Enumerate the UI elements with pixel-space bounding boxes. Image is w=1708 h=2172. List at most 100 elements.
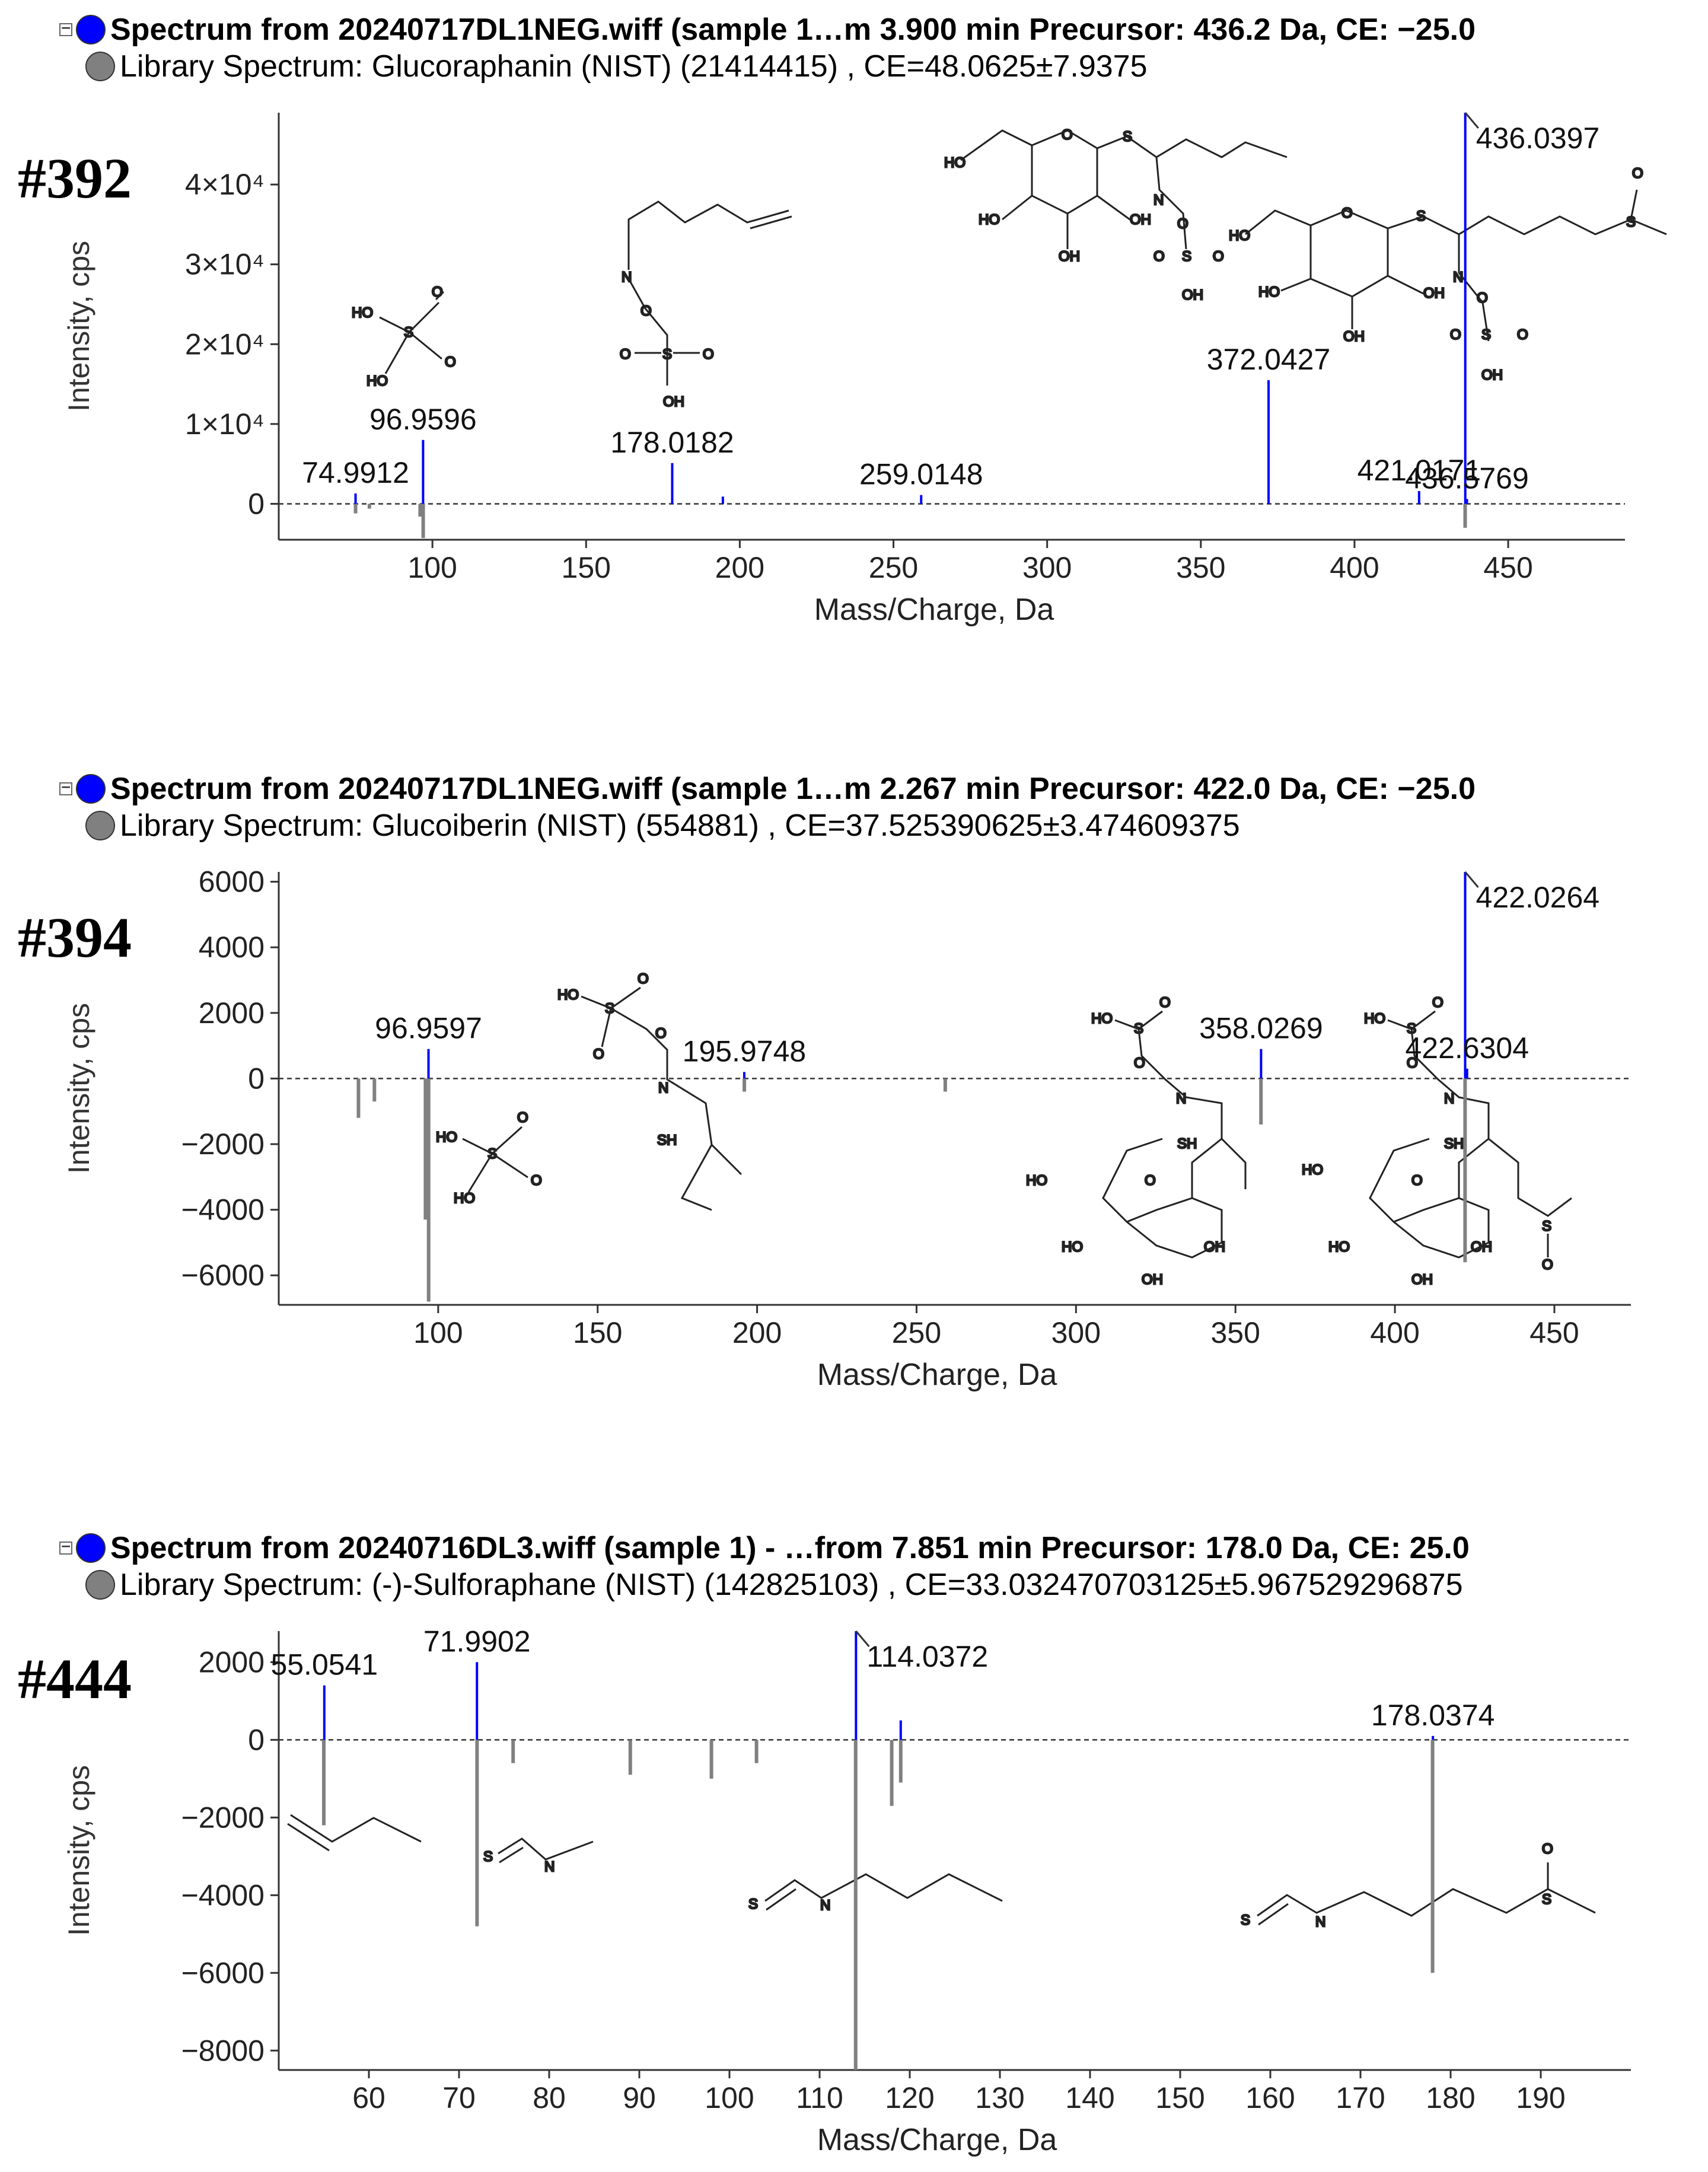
chem-label: N: [1453, 269, 1463, 285]
structure-butenyl-sulfate: N O O S O OH: [619, 200, 792, 411]
chem-label: O: [1411, 1173, 1423, 1189]
y-tick-label: 4×10⁴: [185, 168, 265, 201]
chem-label: OH: [1059, 249, 1080, 265]
peak-label: 96.9597: [375, 1012, 482, 1045]
chem-label: S: [605, 1001, 614, 1017]
chem-label: OH: [1130, 212, 1151, 228]
x-tick-label: 150: [573, 1316, 622, 1349]
x-tick-label: 250: [892, 1316, 941, 1349]
chem-label: O: [593, 1046, 604, 1062]
library-header-text: Library Spectrum: Glucoraphanin (NIST) (…: [120, 49, 1148, 84]
chem-label: S: [1134, 1021, 1143, 1037]
chem-label: S: [1626, 214, 1636, 230]
library-marker-icon: [85, 811, 115, 840]
x-tick-label: 140: [1065, 2081, 1114, 2114]
peak-label: 436.5769: [1405, 461, 1529, 495]
x-tick-label: 350: [1210, 1316, 1260, 1349]
y-tick-label: −4000: [181, 1193, 265, 1227]
peak-label: 178.0374: [1371, 1699, 1495, 1732]
structure-glucosinolate-a: HO O S N O HO OH OH O S O OH: [944, 126, 1288, 304]
structure-sulfate: HO S O O HO: [351, 284, 457, 390]
chem-label: HO: [1302, 1162, 1323, 1178]
chem-label: O: [1177, 216, 1188, 232]
chem-label: S: [483, 1849, 493, 1865]
chem-label: S: [1416, 208, 1426, 224]
chem-label: SH: [1177, 1136, 1197, 1152]
chem-label: O: [531, 1173, 542, 1189]
x-tick-label: 70: [442, 2081, 476, 2114]
chem-label: S: [1481, 327, 1491, 343]
chem-label: N: [1444, 1091, 1454, 1107]
panel-392: − Spectrum from 20240717DL1NEG.wiff (sam…: [0, 0, 1708, 627]
y-tick-label: −8000: [181, 2034, 265, 2067]
peak-label: 96.9596: [369, 403, 477, 436]
chem-label: S: [1182, 249, 1191, 265]
x-tick-label: 90: [623, 2081, 656, 2114]
chem-label: S: [1241, 1912, 1250, 1928]
library-header-text: Library Spectrum: (-)-Sulforaphane (NIST…: [120, 1568, 1463, 1602]
chem-label: N: [658, 1080, 668, 1096]
x-tick-label: 300: [1022, 551, 1072, 584]
peak-label: 178.0182: [610, 426, 734, 459]
x-tick-label: 130: [975, 2081, 1024, 2114]
collapse-toggle-icon[interactable]: −: [59, 780, 72, 795]
experimental-header: − Spectrum from 20240717DL1NEG.wiff (sam…: [59, 12, 1476, 47]
chem-label: OH: [1411, 1272, 1433, 1288]
y-tick-label: 3×10⁴: [185, 248, 265, 281]
peak-label: 372.0427: [1207, 343, 1331, 376]
panel-444: − Spectrum from 20240716DL3.wiff (sample…: [0, 1518, 1708, 2157]
structure-butene: [287, 1814, 422, 1852]
y-tick-label: 4000: [199, 931, 265, 964]
chem-label: O: [1341, 205, 1353, 221]
chem-label: O: [1542, 1841, 1553, 1857]
chem-label: HO: [367, 373, 388, 389]
experimental-header: − Spectrum from 20240717DL1NEG.wiff (sam…: [59, 771, 1476, 807]
precursor-marker: [1464, 871, 1479, 888]
chem-label: OH: [1343, 329, 1365, 345]
chem-label: N: [1315, 1914, 1325, 1930]
chem-label: O: [1517, 327, 1528, 343]
chem-label: O: [432, 284, 443, 300]
chem-label: N: [544, 1859, 555, 1875]
y-tick-label: 0: [248, 1062, 265, 1095]
chem-label: O: [1632, 165, 1643, 181]
peak-label: 259.0148: [859, 458, 983, 491]
chem-label: SH: [1444, 1136, 1464, 1152]
y-tick-label: −6000: [181, 1259, 265, 1292]
y-tick-label: 0: [248, 1723, 265, 1756]
chem-label: N: [1153, 192, 1164, 208]
chem-label: HO: [1091, 1011, 1113, 1027]
library-header: Library Spectrum: Glucoraphanin (NIST) (…: [85, 49, 1148, 84]
x-tick-label: 120: [885, 2081, 934, 2114]
experimental-header-text: Spectrum from 20240716DL3.wiff (sample 1…: [110, 1531, 1470, 1565]
chem-label: O: [1542, 1257, 1553, 1273]
chem-label: S: [404, 324, 413, 340]
chem-label: HO: [1258, 284, 1280, 300]
chem-label: S: [1123, 129, 1132, 145]
chem-label: HO: [557, 987, 579, 1003]
structure-glucoiberin-fragment: HO S O O N SH HO O HO OH OH: [1025, 994, 1247, 1289]
y-axis-title: Intensity, cps: [62, 241, 95, 412]
panel-394: − Spectrum from 20240717DL1NEG.wiff (sam…: [0, 759, 1708, 1392]
x-tick-label: 450: [1483, 551, 1532, 584]
library-header: Library Spectrum: (-)-Sulforaphane (NIST…: [85, 1567, 1463, 1603]
x-tick-label: 170: [1336, 2081, 1385, 2114]
library-marker-icon: [85, 52, 115, 81]
chem-label: OH: [1481, 367, 1503, 383]
experimental-marker-icon: [76, 774, 106, 804]
structure-glucoraphanin: HO O S N O HO OH OH O S O OH S O: [1228, 165, 1667, 384]
collapse-toggle-icon[interactable]: −: [59, 21, 72, 36]
chem-label: O: [640, 303, 652, 319]
x-tick-label: 110: [796, 2081, 843, 2114]
peak-label: 114.0372: [866, 1640, 988, 1673]
peak-label: 74.9912: [302, 456, 409, 489]
x-tick-label: 300: [1051, 1316, 1101, 1349]
spectrum-chart: HO S O O O N SH HO S O O HO HO S O O N S…: [62, 865, 1631, 1392]
chem-label: HO: [944, 155, 965, 171]
peak-label: 436.0397: [1476, 122, 1600, 155]
chem-label: O: [1134, 1055, 1145, 1071]
experimental-header-text: Spectrum from 20240717DL1NEG.wiff (sampl…: [110, 772, 1476, 806]
chem-label: O: [703, 346, 714, 362]
chem-label: OH: [1182, 287, 1203, 303]
collapse-toggle-icon[interactable]: −: [59, 1539, 72, 1555]
